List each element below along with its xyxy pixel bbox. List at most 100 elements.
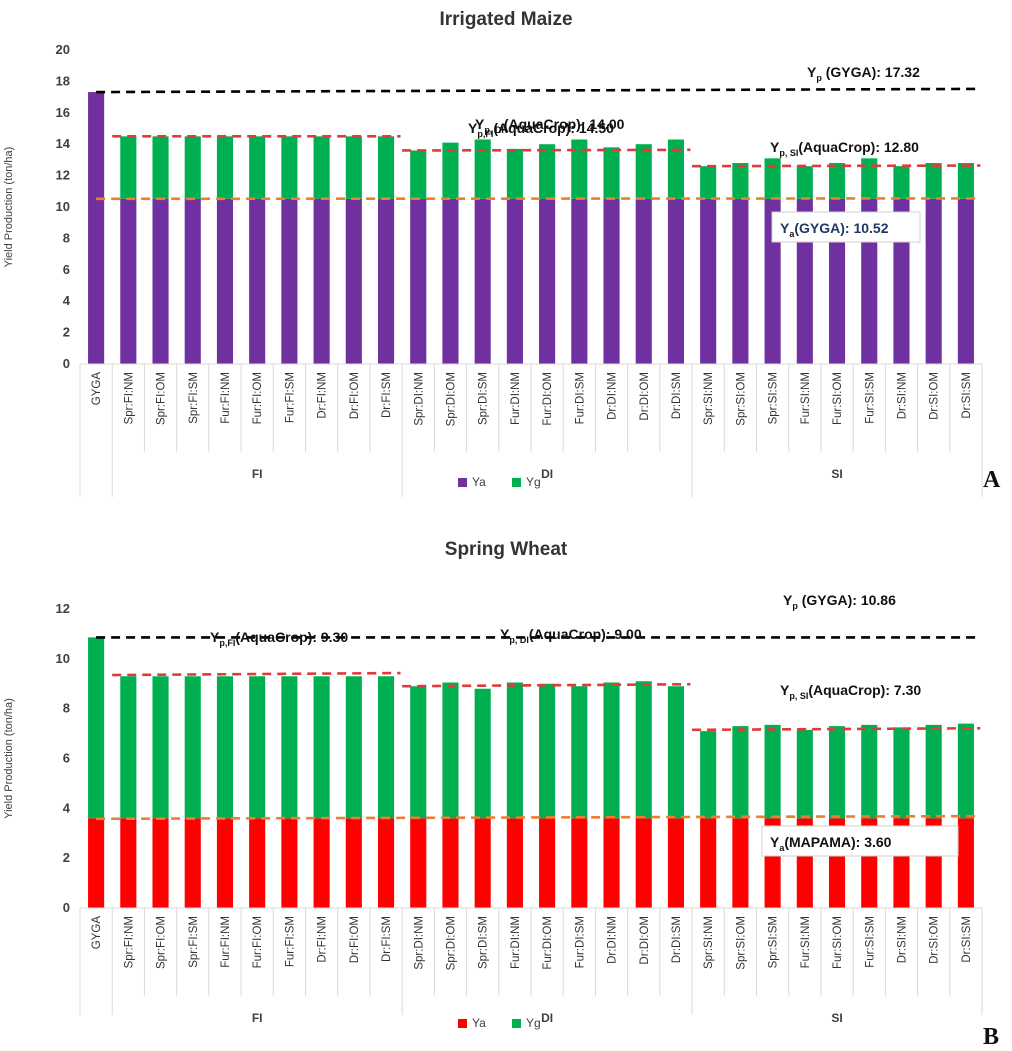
group-label: FI [252, 467, 263, 481]
bar-ya [184, 198, 201, 364]
category-label: Fur:FI:OM [252, 916, 264, 968]
category-label: Fur:DI:NM [510, 916, 522, 969]
panel-spring-wheat: Spring Wheat Yield Production (ton/ha) B… [3, 539, 999, 1050]
bar-ya [442, 198, 459, 364]
reference-line-label: Ya(GYGA): 10.52 [780, 220, 889, 239]
y-tick-label: 8 [63, 230, 70, 245]
bar-yg [120, 676, 137, 819]
category-label: Fur:FI:OM [252, 372, 264, 424]
bar-yg [700, 166, 717, 199]
bar-yg [345, 136, 362, 199]
bar-yg [216, 676, 234, 819]
group-label: FI [252, 1011, 263, 1025]
reference-line-label: Yp, SI(AquaCrop): 12.80 [770, 139, 919, 158]
bar-yg [603, 682, 620, 819]
bar-ya [635, 818, 652, 908]
bar-ya [506, 818, 523, 908]
y-tick-label: 0 [63, 356, 70, 371]
bar-ya [700, 818, 717, 908]
bar-yg [442, 142, 459, 199]
category-label: Dr:DI:SM [671, 916, 683, 963]
bar-yg [442, 682, 459, 819]
y-tick-label: 12 [56, 168, 70, 183]
reference-line [96, 87, 981, 94]
category-label: Spr:DI:SM [478, 372, 490, 425]
legend-swatch [458, 478, 467, 487]
reference-line [692, 164, 981, 168]
category-label: Dr:FI:NM [317, 916, 329, 963]
bar-ya [313, 818, 330, 908]
bar-yg [539, 144, 556, 199]
group-label: DI [541, 467, 553, 481]
legend-swatch [512, 478, 521, 487]
reference-line [402, 682, 691, 688]
bar-ya [474, 818, 491, 908]
bar-yg [603, 147, 620, 199]
bar-yg [957, 163, 974, 199]
category-label: Fur:FI:SM [284, 372, 296, 423]
bar-ya [281, 818, 298, 908]
y-tick-label: 16 [56, 105, 70, 120]
bar-yg [925, 724, 942, 819]
bar-ya [635, 198, 652, 364]
category-label: Dr:SI:SM [961, 372, 973, 419]
bar-ya [732, 818, 749, 908]
category-label: Fur:DI:NM [510, 372, 522, 425]
reference-line-label: Yp,FI(AquaCrop): 9.30 [210, 629, 348, 648]
bar-ya [667, 198, 685, 364]
category-label: Fur:FI:SM [284, 916, 296, 967]
bar-ya [925, 198, 942, 364]
bar-ya [957, 818, 974, 908]
category-label: Fur:DI:OM [542, 372, 554, 426]
bar-yg [861, 158, 878, 199]
bar-ya [249, 198, 266, 364]
panel-label: A [983, 467, 1001, 493]
category-label: Spr:SI:NM [703, 916, 715, 969]
legend-label: Yg [526, 1016, 541, 1030]
bar-yg [249, 136, 266, 199]
bar-ya [152, 198, 169, 364]
y-axis-label: Yield Production (ton/ha) [3, 147, 15, 268]
y-tick-label: 6 [63, 262, 70, 277]
bar-yg [732, 163, 749, 199]
category-label: Spr:SI:SM [768, 916, 780, 968]
category-label: Fur:SI:NM [800, 372, 812, 424]
category-label: Fur:DI:OM [542, 916, 554, 970]
bar-ya [539, 818, 556, 908]
bar-yg [828, 726, 846, 819]
category-label: Spr:DI:OM [445, 372, 457, 426]
y-tick-label: 2 [63, 325, 70, 340]
bar-ya [377, 198, 395, 364]
y-tick-label: 6 [63, 751, 70, 766]
category-label: Spr:FI:SM [188, 916, 200, 968]
category-label: Dr:DI:OM [639, 372, 651, 421]
bar-yg [861, 724, 878, 819]
y-tick-label: 0 [63, 900, 70, 915]
reference-line-label: Yp, SI(AquaCrop): 7.30 [780, 682, 921, 701]
bar-yg [893, 727, 910, 819]
bar-ya [732, 198, 749, 364]
category-label: Dr:SI:NM [896, 372, 908, 419]
y-tick-label: 10 [56, 199, 70, 214]
category-label: Dr:DI:OM [639, 916, 651, 965]
bar-yg [635, 681, 652, 819]
category-label: Fur:SI:OM [832, 372, 844, 425]
bar-ya [120, 198, 137, 364]
bar-yg [377, 676, 395, 819]
bar-ya [345, 818, 362, 908]
reference-line-label: Yp,FI(AquaCrop): 14.50 [468, 120, 614, 139]
category-label: Dr:DI:SM [671, 372, 683, 419]
y-tick-label: 20 [56, 42, 70, 57]
y-tick-label: 18 [56, 73, 70, 88]
bar-yg [764, 724, 781, 819]
category-label: Dr:FI:OM [349, 916, 361, 963]
bar-yg [635, 144, 652, 199]
y-tick-label: 14 [56, 136, 71, 151]
legend-swatch [458, 1019, 467, 1028]
bar-yg [377, 136, 395, 199]
bar-yg [313, 136, 330, 199]
bar-yg [925, 163, 942, 199]
bar-ya [700, 198, 717, 364]
y-tick-label: 4 [63, 800, 71, 815]
